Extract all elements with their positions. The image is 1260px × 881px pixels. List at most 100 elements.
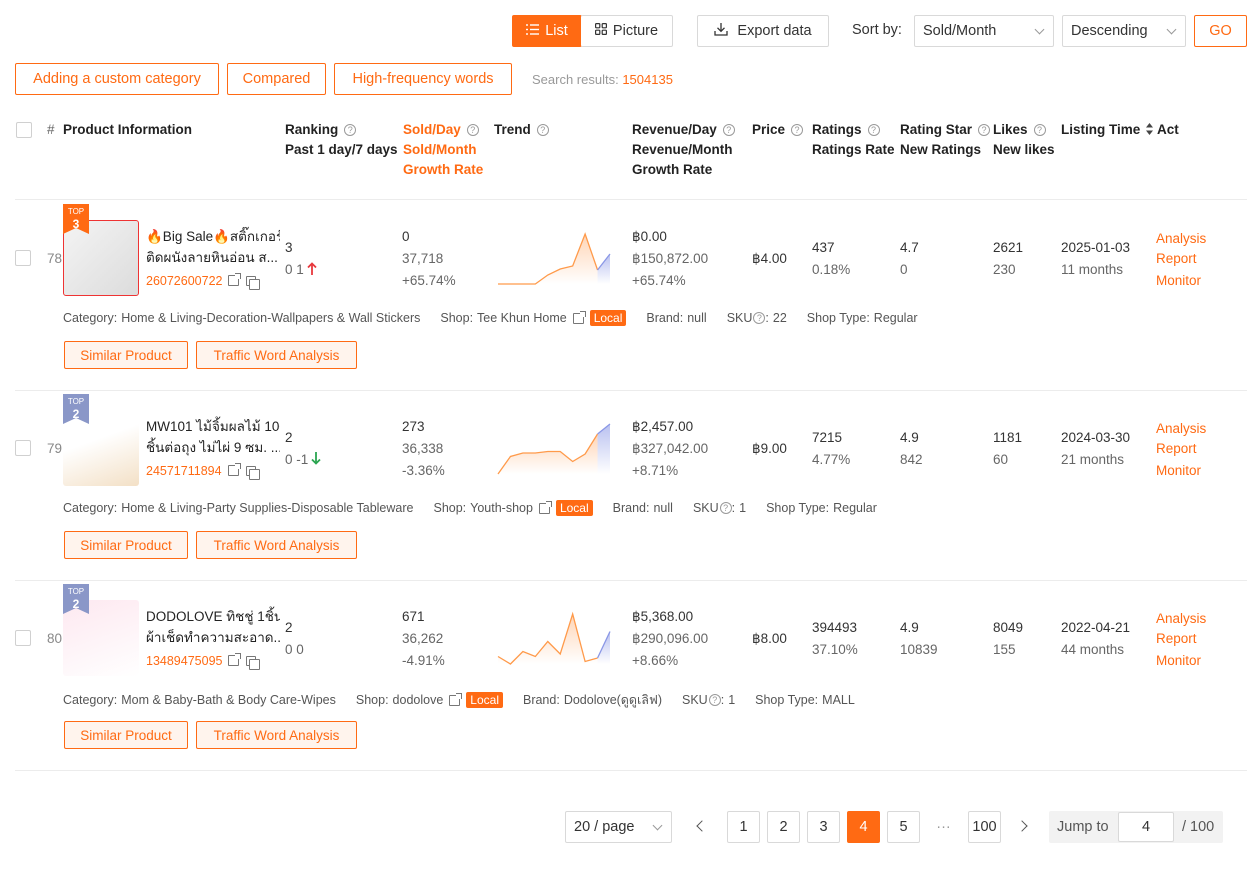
traffic-word-analysis-button[interactable]: Traffic Word Analysis bbox=[196, 531, 357, 559]
col-ratings[interactable]: Ratings? Ratings Rate bbox=[812, 120, 895, 160]
monitor-link[interactable]: Monitor bbox=[1156, 463, 1202, 478]
next-page-icon[interactable] bbox=[1016, 820, 1028, 832]
shop-link[interactable]: dodolove bbox=[392, 693, 444, 707]
col-ranking[interactable]: Ranking? Past 1 day/7 days bbox=[285, 120, 398, 160]
product-image[interactable]: TOP 3 bbox=[63, 204, 139, 298]
help-icon[interactable]: ? bbox=[1033, 124, 1046, 136]
top-rank-badge: TOP 2 bbox=[63, 394, 89, 424]
page-5[interactable]: 5 bbox=[887, 811, 920, 843]
row-index: 78 bbox=[47, 251, 63, 266]
help-icon[interactable]: ? bbox=[708, 694, 721, 706]
monitor-link[interactable]: Monitor bbox=[1156, 653, 1202, 668]
help-icon[interactable]: ? bbox=[978, 124, 991, 136]
prev-page-icon[interactable] bbox=[696, 820, 708, 832]
analysis-link[interactable]: Analysis bbox=[1156, 611, 1207, 626]
copy-icon[interactable] bbox=[245, 466, 260, 480]
col-ranking-label: Ranking bbox=[285, 122, 339, 137]
row-checkbox[interactable] bbox=[15, 250, 31, 266]
traffic-word-analysis-button[interactable]: Traffic Word Analysis bbox=[196, 721, 357, 749]
external-link-icon[interactable] bbox=[227, 463, 241, 476]
report-link[interactable]: Report bbox=[1156, 441, 1197, 456]
product-id[interactable]: 13489475095 bbox=[146, 650, 261, 672]
product-title-line2[interactable]: ติดผนังลายหินอ่อน ส... bbox=[146, 250, 278, 265]
new-likes: 230 bbox=[993, 262, 1016, 277]
shop-label: Shop: bbox=[355, 693, 389, 707]
jump-to-input[interactable]: 4 bbox=[1118, 812, 1174, 842]
page-1[interactable]: 1 bbox=[727, 811, 760, 843]
copy-icon[interactable] bbox=[246, 276, 261, 290]
custom-category-button[interactable]: Adding a custom category bbox=[15, 63, 219, 95]
high-frequency-words-button[interactable]: High-frequency words bbox=[334, 63, 512, 95]
page-3[interactable]: 3 bbox=[807, 811, 840, 843]
row-checkbox[interactable] bbox=[15, 630, 31, 646]
export-data-button[interactable]: Export data bbox=[697, 15, 829, 47]
custom-category-label: Adding a custom category bbox=[33, 71, 201, 87]
product-id-link[interactable]: 24571711894 bbox=[146, 464, 222, 478]
col-revenue[interactable]: Revenue/Day? Revenue/Month Growth Rate bbox=[632, 120, 735, 180]
similar-product-button[interactable]: Similar Product bbox=[64, 721, 188, 749]
report-link[interactable]: Report bbox=[1156, 251, 1197, 266]
list-view-button[interactable]: List bbox=[512, 15, 582, 47]
sort-field-select[interactable]: Sold/Month bbox=[914, 15, 1054, 47]
col-price[interactable]: Price? bbox=[752, 120, 804, 140]
col-revenue-day: Revenue/Day bbox=[632, 122, 717, 137]
rank-sub: 0 -1 bbox=[285, 449, 321, 471]
copy-icon[interactable] bbox=[246, 656, 261, 670]
external-link-icon[interactable] bbox=[538, 500, 552, 514]
page-100[interactable]: 100 bbox=[968, 811, 1001, 843]
col-likes[interactable]: Likes? New likes bbox=[993, 120, 1055, 160]
compared-button[interactable]: Compared bbox=[227, 63, 326, 95]
product-title-line1[interactable]: DODOLOVE ทิชชู่ 1ชิ้น bbox=[146, 609, 280, 624]
external-link-icon[interactable] bbox=[228, 653, 242, 666]
report-link[interactable]: Report bbox=[1156, 631, 1197, 646]
col-likes-label: Likes bbox=[993, 122, 1028, 137]
col-rating-star[interactable]: Rating Star? New Ratings bbox=[900, 120, 991, 160]
page-ellipsis[interactable]: ··· bbox=[936, 819, 951, 835]
sort-icon[interactable] bbox=[1146, 121, 1154, 141]
list-view-label: List bbox=[545, 23, 568, 39]
select-all-checkbox[interactable] bbox=[16, 122, 32, 138]
col-sold[interactable]: Sold/Day? Sold/Month Growth Rate bbox=[403, 120, 483, 180]
product-title-line1[interactable]: 🔥Big Sale🔥สติ๊กเกอร์ bbox=[146, 229, 280, 244]
help-icon[interactable]: ? bbox=[536, 124, 549, 136]
category-label: Category: bbox=[63, 693, 118, 707]
help-icon[interactable]: ? bbox=[344, 124, 357, 136]
product-image[interactable]: TOP 2 bbox=[63, 584, 139, 678]
go-button[interactable]: GO bbox=[1194, 15, 1247, 47]
revenue-day: ฿5,368.00 bbox=[632, 609, 694, 624]
shop-link[interactable]: Tee Khun Home bbox=[477, 311, 567, 325]
sort-order-select[interactable]: Descending bbox=[1062, 15, 1186, 47]
col-listing-time[interactable]: Listing Time bbox=[1061, 120, 1154, 141]
help-icon[interactable]: ? bbox=[791, 124, 804, 136]
external-link-icon[interactable] bbox=[228, 273, 242, 286]
product-id[interactable]: 24571711894 bbox=[146, 460, 260, 482]
monitor-link[interactable]: Monitor bbox=[1156, 273, 1202, 288]
help-icon[interactable]: ? bbox=[719, 502, 732, 514]
page-2[interactable]: 2 bbox=[767, 811, 800, 843]
sold-month: 36,262 bbox=[402, 631, 444, 646]
product-id-link[interactable]: 26072600722 bbox=[146, 274, 223, 288]
help-icon[interactable]: ? bbox=[722, 124, 735, 136]
product-title-line2[interactable]: ผ้าเช็ดทำความสะอาด... bbox=[146, 630, 280, 645]
external-link-icon[interactable] bbox=[572, 310, 586, 324]
similar-product-button[interactable]: Similar Product bbox=[64, 531, 188, 559]
picture-view-button[interactable]: Picture bbox=[581, 15, 673, 47]
analysis-link[interactable]: Analysis bbox=[1156, 231, 1207, 246]
product-id[interactable]: 26072600722 bbox=[146, 270, 261, 292]
help-icon[interactable]: ? bbox=[867, 124, 880, 136]
analysis-link[interactable]: Analysis bbox=[1156, 421, 1207, 436]
row-checkbox[interactable] bbox=[15, 440, 31, 456]
similar-product-button[interactable]: Similar Product bbox=[64, 341, 188, 369]
product-title-line2[interactable]: ชิ้นต่อถุง ไม่ไผ่ 9 ซม. ... bbox=[146, 440, 280, 455]
help-icon[interactable]: ? bbox=[753, 312, 766, 324]
brand-label: Brand: bbox=[612, 501, 650, 515]
shop-link[interactable]: Youth-shop bbox=[470, 501, 533, 515]
help-icon[interactable]: ? bbox=[466, 124, 479, 136]
page-4[interactable]: 4 bbox=[847, 811, 880, 843]
external-link-icon[interactable] bbox=[449, 692, 463, 706]
product-title-line1[interactable]: MW101 ไม้จิ้มผลไม้ 100 bbox=[146, 419, 280, 434]
traffic-word-analysis-button[interactable]: Traffic Word Analysis bbox=[196, 341, 357, 369]
product-image[interactable]: TOP 2 bbox=[63, 394, 139, 488]
page-size-select[interactable]: 20 / page bbox=[565, 811, 672, 843]
product-id-link[interactable]: 13489475095 bbox=[146, 654, 223, 668]
